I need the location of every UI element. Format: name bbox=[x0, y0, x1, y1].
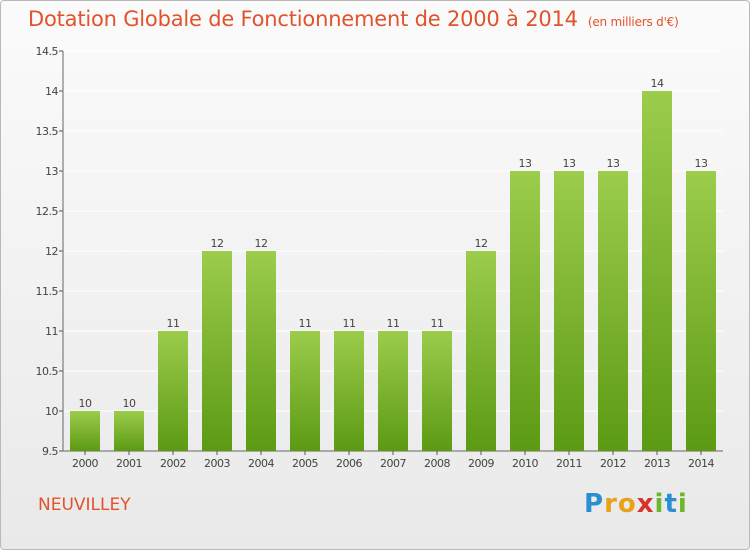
chart-title: Dotation Globale de Fonctionnement de 20… bbox=[28, 7, 679, 31]
x-tick-label: 2009 bbox=[468, 457, 494, 470]
x-tick-label: 2003 bbox=[204, 457, 230, 470]
chart-title-text: Dotation Globale de Fonctionnement de 20… bbox=[28, 7, 578, 31]
data-label: 10 bbox=[123, 397, 136, 410]
data-label: 11 bbox=[431, 317, 444, 330]
y-tick-label: 13 bbox=[45, 165, 58, 178]
bar-2004 bbox=[246, 251, 276, 451]
data-label: 13 bbox=[563, 157, 576, 170]
y-tick-label: 14 bbox=[45, 85, 58, 98]
data-label: 13 bbox=[695, 157, 708, 170]
bar-2008 bbox=[422, 331, 452, 451]
logo-letter: P bbox=[584, 489, 605, 519]
bar-2001 bbox=[114, 411, 144, 451]
logo-letter: i bbox=[654, 489, 665, 519]
location-name: NEUVILLEY bbox=[38, 495, 131, 515]
data-label: 11 bbox=[167, 317, 180, 330]
logo-letter: t bbox=[664, 489, 678, 519]
bar-2010 bbox=[510, 171, 540, 451]
bar-2013 bbox=[642, 91, 672, 451]
data-label: 11 bbox=[343, 317, 356, 330]
x-tick-label: 2011 bbox=[556, 457, 582, 470]
x-tick-label: 2001 bbox=[116, 457, 142, 470]
x-tick-label: 2005 bbox=[292, 457, 318, 470]
data-label: 13 bbox=[519, 157, 532, 170]
y-tick-label: 10 bbox=[45, 405, 58, 418]
x-tick-label: 2006 bbox=[336, 457, 362, 470]
bars bbox=[70, 91, 716, 451]
y-tick-label: 11 bbox=[45, 325, 58, 338]
data-labels: 10 10 11 12 12 11 11 11 11 12 13 13 13 14 13 bbox=[79, 77, 709, 410]
logo-letter: o bbox=[617, 489, 637, 519]
x-tick-label: 2014 bbox=[688, 457, 714, 470]
y-tick-label: 9.5 bbox=[42, 445, 58, 458]
data-label: 11 bbox=[299, 317, 312, 330]
x-tick-label: 2013 bbox=[644, 457, 670, 470]
bar-2012 bbox=[598, 171, 628, 451]
bar-2011 bbox=[554, 171, 584, 451]
x-tick-label: 2010 bbox=[512, 457, 538, 470]
x-tick-label: 2012 bbox=[600, 457, 626, 470]
chart-subtitle: (en milliers d'€) bbox=[587, 15, 679, 29]
y-tick-label: 12.5 bbox=[36, 205, 59, 218]
bar-2000 bbox=[70, 411, 100, 451]
bar-2002 bbox=[158, 331, 188, 451]
data-label: 10 bbox=[79, 397, 92, 410]
bar-2014 bbox=[686, 171, 716, 451]
x-tick-label: 2007 bbox=[380, 457, 406, 470]
bar-2006 bbox=[334, 331, 364, 451]
y-tick-label: 11.5 bbox=[36, 285, 59, 298]
bar-2005 bbox=[290, 331, 320, 451]
data-label: 11 bbox=[387, 317, 400, 330]
logo-letter: x bbox=[636, 489, 655, 519]
x-tick-label: 2004 bbox=[248, 457, 274, 470]
bar-2009 bbox=[466, 251, 496, 451]
data-label: 12 bbox=[211, 237, 224, 250]
logo-letter: i bbox=[677, 489, 688, 519]
x-tick-label: 2000 bbox=[72, 457, 98, 470]
data-label: 12 bbox=[255, 237, 268, 250]
data-label: 14 bbox=[651, 77, 664, 90]
x-tick-label: 2008 bbox=[424, 457, 450, 470]
y-tick-label: 14.5 bbox=[36, 45, 59, 58]
y-tick-label: 10.5 bbox=[36, 365, 59, 378]
data-label: 12 bbox=[475, 237, 488, 250]
proxiti-logo: Proxiti bbox=[584, 489, 688, 519]
x-tick-label: 2002 bbox=[160, 457, 186, 470]
logo-letter: r bbox=[604, 489, 618, 519]
bar-2003 bbox=[202, 251, 232, 451]
y-tick-label: 12 bbox=[45, 245, 58, 258]
bar-2007 bbox=[378, 331, 408, 451]
y-tick-label: 13.5 bbox=[36, 125, 59, 138]
data-label: 13 bbox=[607, 157, 620, 170]
